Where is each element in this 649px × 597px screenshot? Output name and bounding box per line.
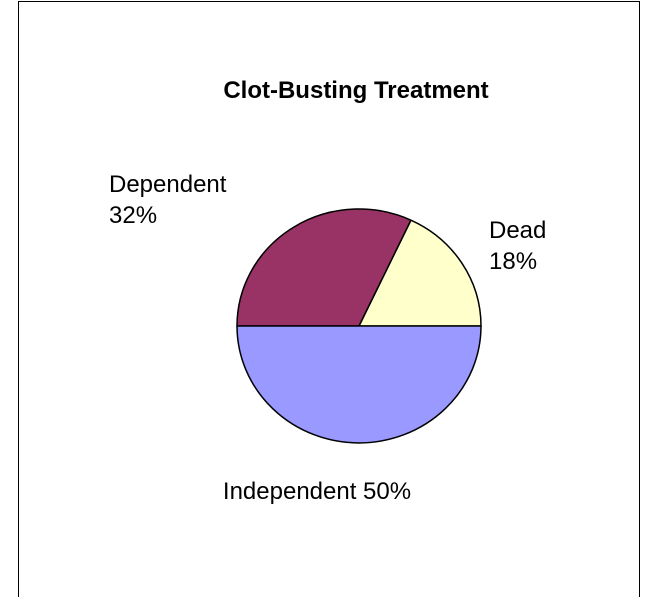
slice-label-dependent-pct: 32% bbox=[109, 202, 157, 229]
slice-label-dependent-name: Dependent bbox=[109, 171, 227, 198]
slice-label-independent: Independent 50% bbox=[223, 478, 411, 505]
slice-label-dead: Dead 18% bbox=[489, 217, 553, 275]
chart-title: Clot-Busting Treatment bbox=[223, 77, 488, 104]
slice-label-dead-pct: 18% bbox=[489, 248, 537, 275]
pie-slice-dead bbox=[358, 219, 482, 327]
slice-label-dead-name: Dead bbox=[489, 217, 546, 244]
pie-slice-dependent bbox=[236, 208, 412, 327]
pie-slices bbox=[236, 208, 482, 444]
pie-slice-independent bbox=[236, 325, 482, 444]
slice-label-dependent: Dependent 32% bbox=[109, 171, 233, 229]
